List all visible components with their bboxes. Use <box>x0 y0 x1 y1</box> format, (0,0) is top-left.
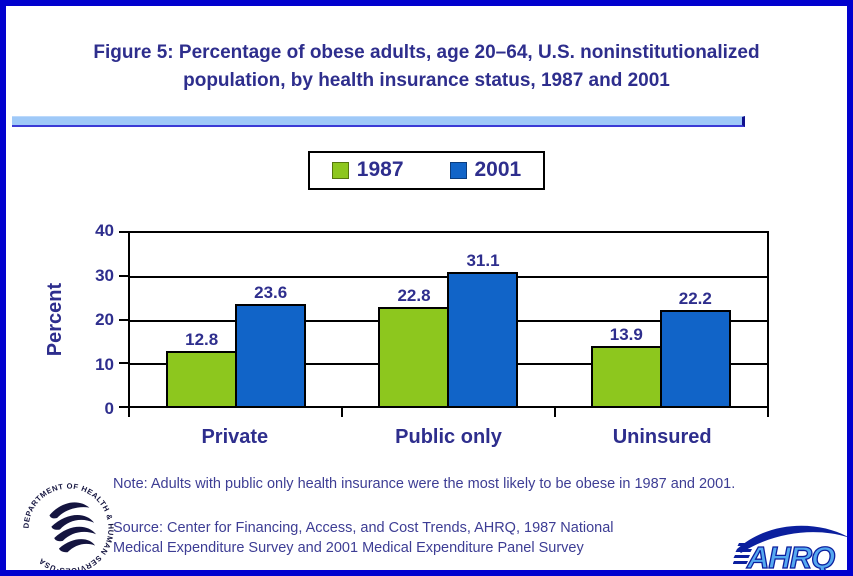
legend-item-1987: 1987 <box>331 158 404 182</box>
figure-title: Figure 5: Percentage of obese adults, ag… <box>6 39 847 95</box>
hhs-ring-text: DEPARTMENT OF HEALTH & HUMAN SERVICES·US… <box>22 482 115 570</box>
value-label-1987-private: 12.8 <box>185 329 219 349</box>
y-tick-0: 0 <box>104 399 114 418</box>
bar-2001-private: 23.6 <box>235 283 307 406</box>
ahrq-speedlines-icon <box>733 543 754 564</box>
ahrq-logo: AHRQ <box>733 525 847 574</box>
category-label-public-only: Public only <box>395 426 502 448</box>
x-tickmark-left <box>128 408 130 417</box>
legend-label-1987: 1987 <box>356 158 404 181</box>
source-line2: Medical Expenditure Survey and 2001 Medi… <box>113 539 584 556</box>
bar-2001-uninsured: 22.2 <box>659 289 731 406</box>
figure-title-line2: population, by health insurance status, … <box>183 70 670 91</box>
hhs-seal-logo: DEPARTMENT OF HEALTH & HUMAN SERVICES·US… <box>22 482 116 576</box>
y-tickmark-10 <box>119 361 128 364</box>
x-axis-category-labels: Private Public only Uninsured <box>128 426 769 449</box>
legend-box: 1987 2001 <box>307 151 546 190</box>
x-tickmark-mid1 <box>341 408 344 417</box>
bar-1987-uninsured: 13.9 <box>590 325 662 406</box>
svg-text:DEPARTMENT OF HEALTH & HUMAN S: DEPARTMENT OF HEALTH & HUMAN SERVICES·US… <box>22 482 116 576</box>
value-label-1987-uninsured: 13.9 <box>609 324 643 344</box>
bar-groups: 12.8 23.6 22.8 31.1 13.9 22.2 <box>130 233 767 406</box>
y-tick-10: 10 <box>95 354 114 374</box>
plot-area: 12.8 23.6 22.8 31.1 13.9 22.2 <box>119 231 769 417</box>
y-tickmark-40 <box>119 231 128 233</box>
bar-group-public-only: 22.8 31.1 <box>342 233 554 406</box>
title-divider <box>12 116 745 127</box>
y-tickmark-0 <box>119 406 128 408</box>
y-tick-40: 40 <box>95 221 114 240</box>
ahrq-wordmark: AHRQ <box>746 540 835 574</box>
ahrq-swoosh-icon <box>737 525 847 553</box>
figure-title-line1: Figure 5: Percentage of obese adults, ag… <box>93 42 760 63</box>
source-line1: Source: Center for Financing, Access, an… <box>113 520 614 536</box>
y-tick-30: 30 <box>95 265 114 285</box>
y-tick-20: 20 <box>95 310 114 329</box>
bar-1987-public-only: 22.8 <box>378 286 450 406</box>
x-tickmark-mid2 <box>553 408 556 417</box>
bar-group-uninsured: 13.9 22.2 <box>555 233 767 406</box>
value-label-2001-uninsured: 22.2 <box>678 289 712 308</box>
y-tickmark-30 <box>119 275 128 278</box>
legend-label-2001: 2001 <box>474 158 522 181</box>
y-tickmark-20 <box>119 318 128 321</box>
legend-item-2001: 2001 <box>449 158 522 182</box>
bar-2001-public-only: 31.1 <box>447 251 519 406</box>
source-text: Source: Center for Financing, Access, an… <box>113 519 733 558</box>
bar-group-private: 12.8 23.6 <box>130 233 342 406</box>
legend-swatch-1987 <box>331 161 349 179</box>
note-text: Note: Adults with public only health ins… <box>113 476 736 492</box>
category-label-private: Private <box>201 426 269 448</box>
value-label-2001-private: 23.6 <box>254 282 288 302</box>
category-label-uninsured: Uninsured <box>612 426 712 448</box>
hhs-eagle-icon <box>49 502 97 553</box>
legend-swatch-2001 <box>449 161 467 179</box>
x-tickmark-right <box>767 408 769 417</box>
bar-1987-private: 12.8 <box>166 330 238 406</box>
value-label-2001-public-only: 31.1 <box>466 250 500 270</box>
y-axis-tick-labels: 40 30 20 10 0 <box>62 221 114 419</box>
value-label-1987-public-only: 22.8 <box>397 286 431 306</box>
legend: 1987 2001 <box>6 151 847 190</box>
